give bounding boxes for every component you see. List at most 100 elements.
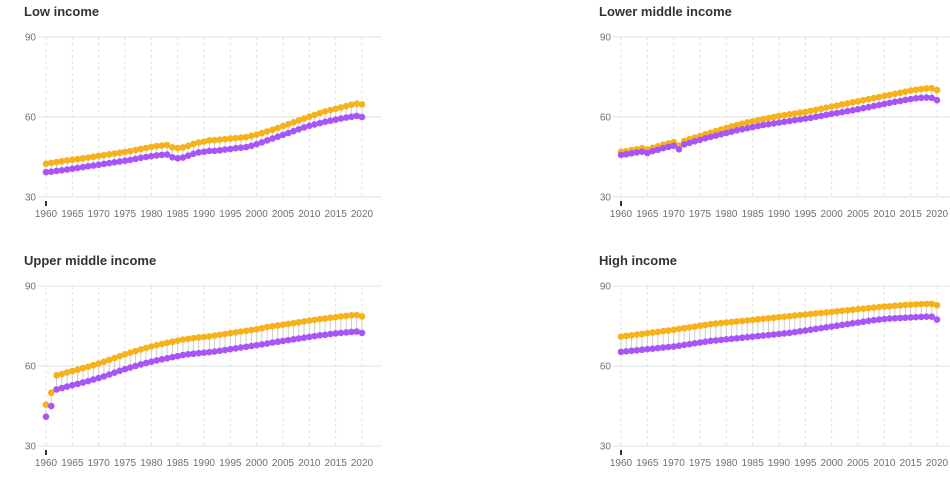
data-point-female: [717, 319, 725, 327]
data-point-female: [174, 337, 181, 344]
data-point-male: [200, 349, 208, 356]
data-point-male: [274, 133, 282, 141]
data-point-male: [79, 379, 87, 386]
data-point-male: [358, 329, 366, 337]
data-point-male: [95, 374, 102, 382]
data-point-female: [116, 352, 124, 360]
data-point-female: [148, 143, 155, 151]
data-point-male: [227, 345, 234, 353]
data-point-female: [258, 324, 266, 332]
data-point-female: [337, 313, 345, 320]
data-point-female: [190, 334, 197, 342]
y-tick-label: 60: [600, 113, 612, 124]
x-tick-label: 2020: [926, 209, 949, 220]
data-point-male: [907, 314, 914, 321]
data-point-male: [126, 364, 134, 371]
data-point-male: [205, 348, 213, 356]
data-point-female: [84, 154, 92, 161]
data-point-male: [116, 367, 124, 375]
data-point-female: [875, 93, 883, 101]
data-point-female: [316, 315, 324, 323]
data-point-male: [802, 115, 809, 122]
data-point-female: [100, 151, 108, 159]
data-point-male: [116, 158, 124, 165]
data-point-male: [42, 168, 50, 176]
data-point-male: [812, 325, 820, 333]
data-point-male: [121, 157, 129, 165]
data-point-male: [759, 332, 767, 339]
y-tick-label: 60: [600, 362, 612, 373]
data-point-male: [253, 140, 260, 148]
data-point-male: [216, 147, 224, 154]
data-point-male: [738, 334, 746, 342]
data-point-female: [137, 145, 145, 153]
data-point-male: [696, 136, 704, 144]
x-tick-label: 2020: [351, 209, 374, 220]
x-tick-label: 2005: [272, 458, 295, 469]
data-point-female: [896, 302, 904, 309]
data-point-female: [680, 324, 688, 332]
data-point-male: [912, 95, 920, 102]
data-point-female: [284, 120, 292, 128]
data-point-male: [823, 111, 830, 119]
data-point-female: [617, 333, 625, 340]
data-point-female: [200, 333, 208, 341]
data-point-female: [654, 328, 662, 336]
data-point-female: [58, 370, 66, 378]
data-point-male: [717, 131, 725, 138]
data-point-male: [153, 357, 160, 364]
data-point-female: [933, 301, 941, 309]
data-point-female: [728, 318, 735, 326]
x-tick-label: 1995: [219, 209, 242, 220]
x-tick-label: 1980: [715, 209, 738, 220]
data-point-female: [100, 358, 108, 366]
y-tick-label: 90: [600, 282, 612, 293]
data-point-female: [53, 372, 60, 379]
data-point-female: [279, 122, 287, 130]
x-tick-label: 2000: [821, 209, 844, 220]
data-point-male: [865, 317, 872, 325]
data-point-male: [321, 331, 329, 339]
data-point-male: [163, 354, 171, 362]
data-point-male: [796, 116, 804, 123]
data-point-male: [316, 332, 324, 339]
data-point-male: [142, 153, 150, 161]
data-point-female: [63, 369, 71, 376]
data-point-female: [84, 363, 92, 371]
data-point-female: [675, 325, 683, 333]
y-tick-label: 30: [600, 442, 612, 453]
x-tick-label: 1985: [167, 458, 190, 469]
data-point-male: [807, 326, 814, 334]
data-point-male: [875, 316, 883, 323]
data-point-male: [258, 139, 266, 146]
data-point-male: [881, 100, 888, 108]
x-tick-label: 2010: [298, 209, 321, 220]
data-point-male: [163, 151, 171, 158]
data-point-female: [184, 335, 192, 343]
x-tick-label: 2010: [873, 209, 896, 220]
data-point-female: [728, 123, 735, 130]
data-point-male: [327, 117, 334, 125]
x-tick-label: 2005: [847, 209, 870, 220]
panel-title: Lower middle income: [599, 4, 732, 19]
data-point-male: [53, 386, 60, 393]
data-point-male: [332, 330, 339, 337]
data-point-female: [269, 126, 276, 134]
data-point-female: [870, 304, 878, 311]
data-point-female: [306, 113, 313, 121]
data-point-male: [337, 329, 345, 337]
data-point-male: [179, 351, 187, 359]
data-point-female: [274, 124, 282, 132]
data-point-female: [174, 144, 181, 152]
data-point-male: [633, 346, 641, 354]
data-point-male: [775, 330, 783, 338]
data-point-female: [258, 129, 266, 137]
data-point-male: [765, 331, 772, 339]
data-point-female: [242, 133, 250, 141]
data-point-female: [738, 120, 746, 127]
data-point-male: [754, 332, 762, 340]
data-point-male: [780, 118, 788, 126]
data-point-female: [796, 311, 804, 319]
data-point-male: [665, 143, 672, 151]
data-point-female: [902, 301, 909, 309]
